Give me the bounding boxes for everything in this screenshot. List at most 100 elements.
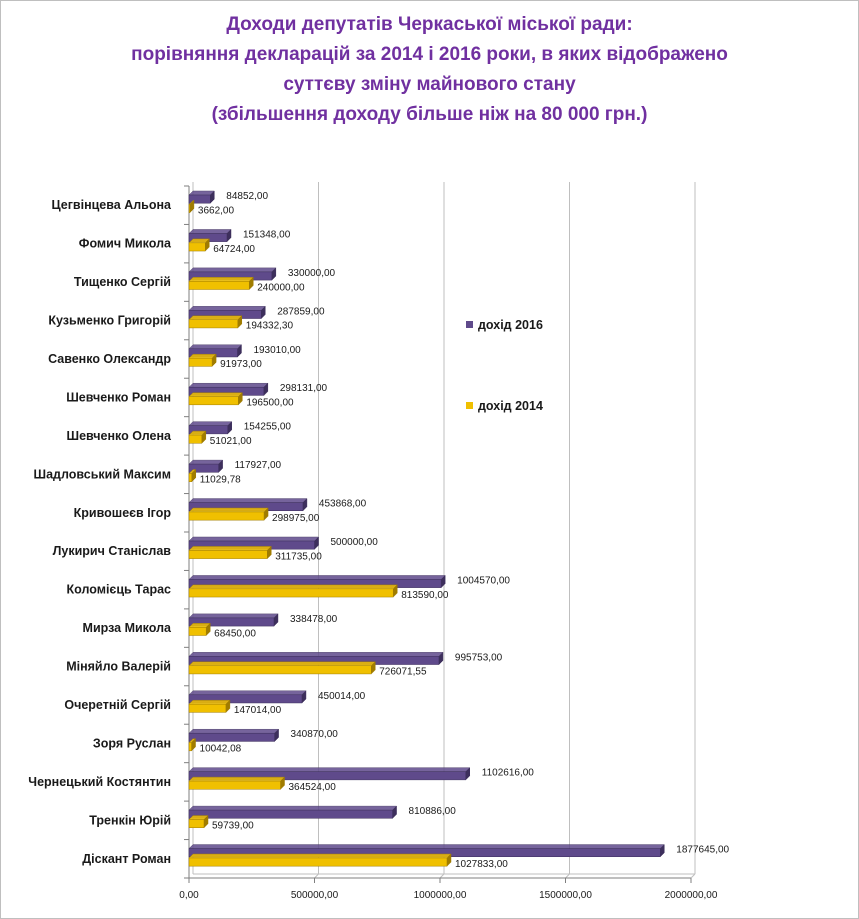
bar-2014 (188, 392, 243, 406)
gridline-floor (565, 873, 570, 879)
chart-title-line-2: порівняння декларацій за 2014 і 2016 рок… (131, 44, 728, 65)
category-label: Кривошеєв Ігор (74, 506, 172, 520)
bars (188, 190, 665, 867)
data-label-2014: 147014,00 (234, 705, 282, 716)
bar-2016 (188, 305, 266, 320)
data-label-2016: 1877645,00 (676, 845, 729, 856)
category-label: Зоря Руслан (93, 736, 171, 750)
bar-2014 (188, 661, 376, 675)
x-tick-label: 1000000,00 (414, 890, 467, 901)
bar-2016 (188, 459, 224, 473)
labels: 0,00 500000,00 1000000,00 1500000,00 2000000… (28, 191, 729, 901)
data-label-2014: 1027833,00 (455, 859, 508, 870)
data-label-2016: 1102616,00 (482, 768, 535, 779)
data-label-2014: 196500,00 (246, 398, 294, 409)
data-label-2014: 240000,00 (257, 282, 305, 293)
data-label-2016: 453868,00 (319, 499, 367, 510)
data-label-2016: 84852,00 (226, 191, 268, 202)
data-label-2014: 298975,00 (272, 513, 320, 524)
bar-2014 (188, 315, 243, 329)
category-label: Чернецький Костянтин (28, 775, 171, 789)
data-label-2014: 68450,00 (214, 628, 256, 639)
data-label-2014: 3662,00 (198, 205, 235, 216)
chart-title-line-1: Доходи депутатів Черкаської міської ради… (226, 14, 633, 35)
x-tick-label: 0,00 (179, 890, 199, 901)
data-label-2014: 59739,00 (212, 821, 254, 832)
data-label-2016: 117927,00 (235, 460, 282, 471)
legend-swatch-2016 (466, 321, 473, 328)
data-label-2014: 64724,00 (213, 244, 255, 255)
data-label-2016: 330000,00 (288, 268, 336, 279)
data-label-2014: 364524,00 (288, 782, 336, 793)
category-label: Мирза Микола (83, 621, 172, 635)
category-label: Міняйло Валерій (66, 660, 171, 674)
data-label-2016: 154255,00 (244, 422, 292, 433)
data-label-2016: 287859,00 (277, 306, 325, 317)
category-label: Кузьменко Григорій (48, 314, 171, 328)
x-tick-label: 2000000,00 (665, 890, 718, 901)
bar-2014 (188, 738, 197, 752)
chart-title-line-4: (збільшення доходу більше ніж на 80 000 … (211, 104, 648, 125)
gridline-floor (439, 873, 445, 879)
x-tick-label: 500000,00 (291, 890, 339, 901)
data-label-2014: 91973,00 (220, 359, 262, 370)
category-label: Цегвінцева Альона (51, 198, 172, 212)
bar-2014 (188, 814, 209, 829)
bar-2014 (188, 622, 211, 637)
bar-2014 (188, 584, 398, 598)
category-label: Тищенко Сергій (74, 275, 171, 289)
bar-2014 (188, 853, 452, 867)
bar-2014 (188, 699, 231, 713)
bar-2016 (188, 805, 398, 819)
bar-2016 (188, 613, 279, 627)
gridline-floor (314, 873, 319, 879)
bar-2016 (188, 728, 280, 743)
bar-2014 (188, 545, 272, 560)
data-label-2016: 298131,00 (280, 383, 328, 394)
data-label-2014: 726071,55 (379, 667, 427, 678)
data-label-2016: 193010,00 (253, 345, 301, 356)
bar-2016 (188, 228, 232, 243)
data-label-2016: 810886,00 (409, 806, 457, 817)
bar-2014 (188, 468, 197, 483)
category-label: Лукирич Станіслав (53, 544, 172, 558)
legend-label-2016: дохід 2016 (478, 318, 543, 332)
bar-2014 (188, 276, 254, 291)
category-label: Фомич Микола (79, 237, 172, 251)
chart-title: Доходи депутатів Черкаської міської ради… (0, 10, 859, 130)
data-label-2016: 500000,00 (331, 537, 379, 548)
gridlines (314, 182, 696, 879)
category-label: Очеретній Сергій (64, 698, 171, 712)
category-label: Тренкін Юрій (89, 813, 171, 827)
bar-2014 (188, 507, 269, 521)
bar-2014 (188, 353, 217, 367)
data-label-2014: 194332,30 (246, 321, 294, 332)
category-label: Шевченко Олена (67, 429, 173, 443)
bar-2016 (188, 767, 471, 781)
data-label-2014: 10042,08 (200, 744, 242, 755)
data-label-2016: 338478,00 (290, 614, 338, 625)
bar-2016 (188, 267, 277, 281)
bar-2014 (188, 430, 207, 444)
data-label-2014: 311735,00 (275, 551, 322, 562)
data-label-2014: 813590,00 (401, 590, 449, 601)
bar-2016 (188, 421, 233, 435)
bar-2014 (188, 238, 210, 252)
bar-2016 (188, 536, 320, 550)
x-tick-label: 1500000,00 (539, 890, 592, 901)
category-label: Шевченко Роман (66, 390, 171, 404)
bar-2014 (188, 199, 195, 214)
bar-2014 (188, 776, 286, 790)
data-label-2016: 151348,00 (243, 229, 291, 240)
category-label: Коломієць Тарас (67, 583, 172, 597)
legend-swatch-2014 (466, 402, 473, 409)
bar-2016 (188, 344, 243, 358)
legend: дохід 2016 дохід 2014 (466, 318, 543, 413)
data-label-2016: 450014,00 (318, 691, 366, 702)
data-label-2014: 11029,78 (200, 475, 241, 486)
category-label: Шадловський Максим (34, 467, 171, 481)
category-label: Діскант Роман (82, 852, 171, 866)
bar-2016 (188, 690, 307, 704)
